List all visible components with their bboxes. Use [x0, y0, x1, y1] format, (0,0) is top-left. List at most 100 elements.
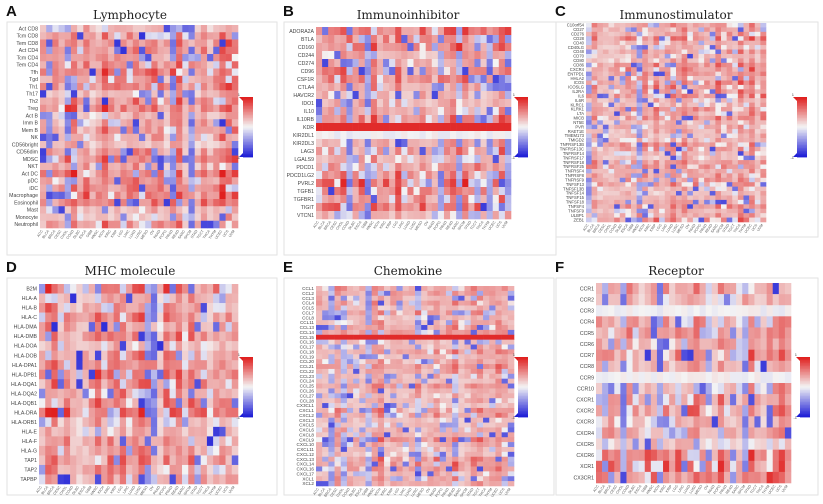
heatmap-cell: [586, 164, 592, 170]
heatmap-cell: [737, 191, 744, 196]
heatmap-cell: [371, 339, 379, 345]
heatmap-cell: [358, 91, 366, 100]
heatmap-cell: [676, 124, 682, 130]
heatmap-cell: [443, 179, 451, 188]
heatmap-cell: [437, 211, 445, 220]
colorbar-top-marker: [239, 357, 243, 361]
heatmap-cell: [664, 111, 671, 117]
heatmap-cell: [95, 104, 103, 113]
heatmap-cell: [353, 295, 360, 301]
heatmap-cell: [489, 334, 496, 340]
heatmap-cell: [76, 341, 83, 351]
heatmap-cell: [458, 364, 465, 370]
heatmap-cell: [169, 388, 177, 399]
heatmap-cell: [57, 360, 65, 371]
heatmap-cell: [365, 398, 372, 404]
heatmap-cell: [743, 213, 750, 218]
heatmap-cell: [107, 426, 114, 437]
heatmap-cell: [476, 349, 484, 355]
heatmap-cell: [316, 339, 323, 345]
heatmap-cell: [421, 310, 428, 316]
heatmap-cell: [231, 398, 239, 409]
heatmap-cell: [437, 51, 445, 60]
heatmap-cell: [231, 379, 239, 390]
heatmap-cell: [602, 217, 609, 223]
heatmap-cell: [698, 27, 705, 33]
heatmap-cell: [188, 350, 195, 361]
heatmap-cell: [692, 58, 699, 64]
heatmap-cell: [101, 417, 108, 428]
heatmap-cell: [462, 99, 469, 108]
heatmap-cell: [653, 84, 660, 90]
heatmap-cell: [200, 379, 208, 390]
column-label: CESC: [597, 223, 606, 234]
colorbar-step: [243, 122, 253, 125]
heatmap-cell: [501, 329, 509, 336]
heatmap-cell: [225, 25, 233, 33]
heatmap-cell: [340, 373, 348, 379]
heatmap-cell: [58, 177, 66, 185]
heatmap-cell: [636, 129, 643, 134]
heatmap-cell: [194, 155, 202, 164]
heatmap-cell: [384, 359, 391, 365]
row-label: TGFBR1: [294, 197, 315, 203]
heatmap-cell: [468, 187, 475, 196]
row-label: CD274: [298, 61, 314, 67]
heatmap-cell: [58, 68, 66, 77]
heatmap-cell: [376, 75, 384, 84]
heatmap-cell: [647, 102, 654, 108]
heatmap-cell: [322, 305, 329, 311]
heatmap-cell: [489, 354, 496, 360]
heatmap-cell: [94, 303, 102, 313]
heatmap-cell: [676, 199, 682, 205]
heatmap-cell: [151, 155, 158, 164]
colorbar-min-label: -1: [236, 415, 240, 420]
heatmap-cell: [625, 31, 632, 37]
heatmap-cell: [206, 407, 214, 418]
heatmap-cell: [364, 43, 372, 52]
heatmap-cell: [46, 46, 53, 55]
heatmap-cell: [151, 61, 158, 69]
heatmap-cell: [316, 187, 323, 196]
heatmap-cell: [145, 32, 152, 40]
heatmap-cell: [316, 290, 323, 297]
heatmap-cell: [52, 68, 59, 77]
heatmap-cell: [346, 359, 354, 365]
heatmap-cell: [698, 98, 705, 103]
heatmap-cell: [370, 139, 378, 148]
heatmap-cell: [721, 164, 727, 170]
heatmap-cell: [39, 407, 46, 418]
heatmap-cell: [625, 168, 632, 174]
heatmap-cell: [704, 199, 711, 205]
heatmap-cell: [743, 40, 750, 46]
colorbar-step: [243, 127, 253, 129]
heatmap-cell: [188, 148, 195, 156]
row-label: CD86: [573, 62, 584, 67]
heatmap-cell: [431, 203, 439, 212]
heatmap-cell: [322, 195, 329, 204]
heatmap-cell: [413, 91, 420, 100]
heatmap-cell: [390, 310, 397, 316]
heatmap-cell: [157, 32, 165, 40]
heatmap-cell: [57, 388, 65, 399]
heatmap-cell: [625, 84, 632, 90]
heatmap-cell: [462, 179, 469, 188]
heatmap-cell: [687, 142, 694, 148]
heatmap-cell: [687, 27, 694, 33]
heatmap-cell: [151, 213, 158, 222]
heatmap-cell: [108, 184, 115, 193]
row-label: C10orf54: [567, 23, 585, 28]
heatmap-cell: [726, 199, 733, 205]
heatmap-cell: [83, 54, 90, 62]
heatmap-cell: [70, 303, 77, 313]
heatmap-cell: [631, 49, 637, 55]
column-label: LUSC: [409, 220, 418, 230]
heatmap-cell: [402, 354, 410, 360]
heatmap-cell: [328, 107, 335, 116]
heatmap-cell: [608, 80, 615, 86]
heatmap-cell: [631, 23, 637, 28]
heatmap-cell: [458, 310, 465, 316]
heatmap-cell: [182, 398, 189, 409]
heatmap-cell: [456, 27, 463, 36]
heatmap-cell: [225, 213, 233, 222]
